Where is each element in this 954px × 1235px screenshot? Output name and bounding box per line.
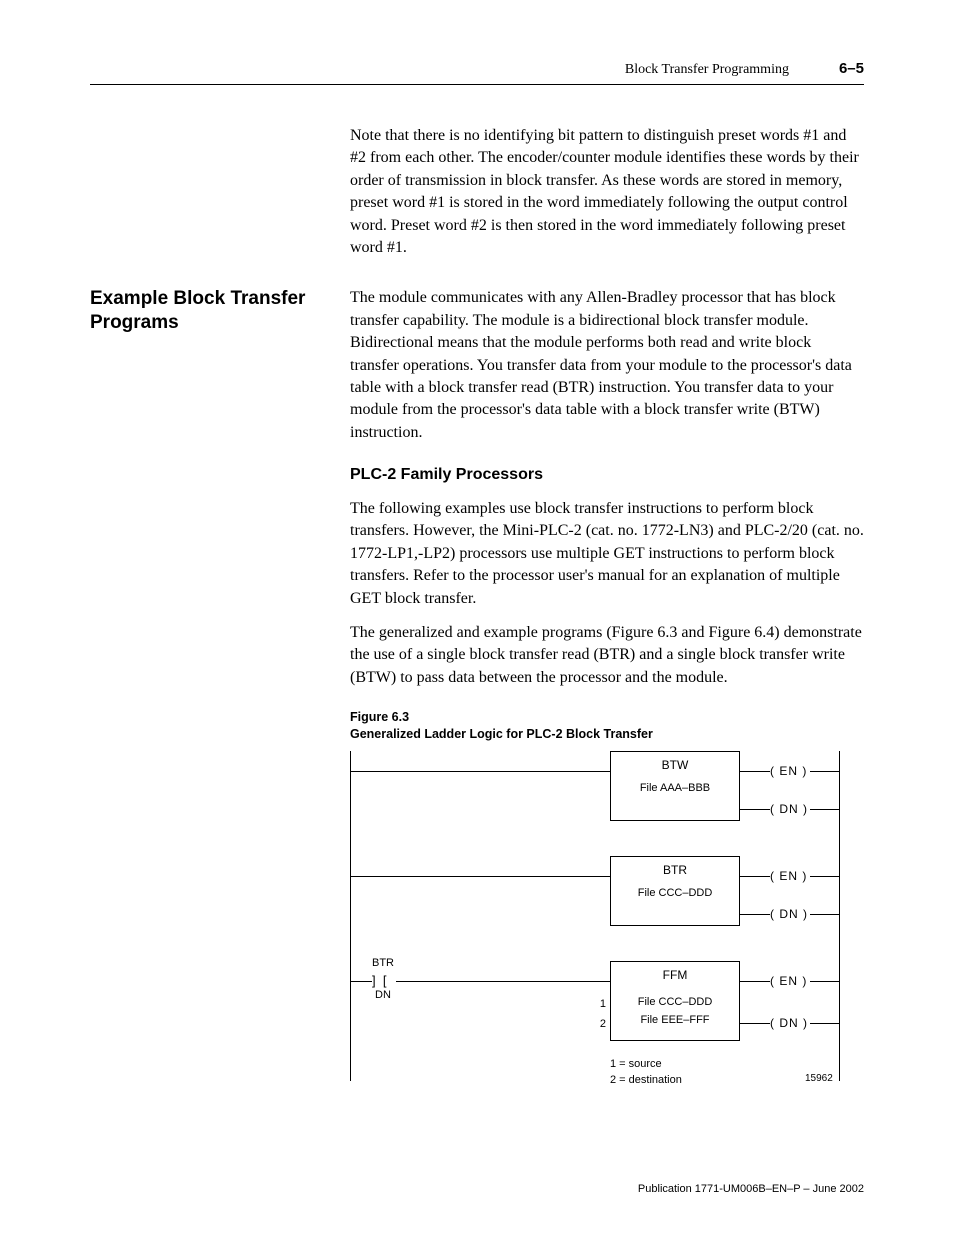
rung1-box: BTW File AAA–BBB — [610, 751, 740, 821]
figure-caption: Figure 6.3 Generalized Ladder Logic for … — [350, 709, 864, 743]
rung3-contact-bottom: DN — [375, 989, 391, 1001]
rung1-en-coil: ( EN ) — [770, 764, 807, 778]
rung2-dn-wire-a — [740, 914, 770, 915]
left-rail — [350, 751, 351, 1081]
page-header: Block Transfer Programming 6–5 — [90, 60, 864, 85]
rung3-dn-coil: ( DN ) — [770, 1016, 808, 1030]
rung2-box: BTR File CCC–DDD — [610, 856, 740, 926]
chapter-title: Block Transfer Programming — [625, 62, 789, 78]
rung1-dn-wire-a — [740, 809, 770, 810]
rung1-dn-coil: ( DN ) — [770, 802, 808, 816]
rung3-box: FFM File CCC–DDD File EEE–FFF — [610, 961, 740, 1041]
ladder-diagram: BTW File AAA–BBB ( EN ) ( DN ) BTR File … — [350, 751, 840, 1101]
legend-line2: 2 = destination — [610, 1072, 682, 1089]
right-rail — [839, 751, 840, 1081]
figure-id-number: 15962 — [805, 1073, 833, 1084]
rung3-contact: ] [ — [372, 973, 386, 988]
rung3-num1: 1 — [594, 998, 606, 1010]
section-row: Example Block Transfer Programs The modu… — [90, 287, 864, 1101]
rung3-box-title: FFM — [611, 968, 739, 982]
rung3-en-coil: ( EN ) — [770, 974, 807, 988]
section-para1: The module communicates with any Allen-B… — [350, 287, 864, 444]
rung3-contact-top: BTR — [372, 957, 394, 969]
figure-title: Generalized Ladder Logic for PLC-2 Block… — [350, 727, 653, 741]
rung2-en-wire-b — [810, 876, 840, 877]
section-heading: Example Block Transfer Programs — [90, 287, 330, 335]
rung2-wire-left — [350, 876, 610, 877]
rung3-box-file2: File EEE–FFF — [611, 1014, 739, 1026]
rung2-en-coil: ( EN ) — [770, 869, 807, 883]
rung2-box-file: File CCC–DDD — [611, 887, 739, 899]
rung3-wire-b — [396, 981, 610, 982]
intro-paragraph: Note that there is no identifying bit pa… — [350, 125, 864, 259]
rung1-dn-wire-b — [810, 809, 840, 810]
rung3-en-wire-a — [740, 981, 770, 982]
rung2-dn-wire-b — [810, 914, 840, 915]
subsection-heading: PLC-2 Family Processors — [350, 466, 864, 484]
rung3-en-wire-b — [810, 981, 840, 982]
rung3-dn-wire-a — [740, 1023, 770, 1024]
rung1-en-wire-a — [740, 771, 770, 772]
rung3-wire-a — [350, 981, 372, 982]
rung1-box-file: File AAA–BBB — [611, 782, 739, 794]
intro-row: Note that there is no identifying bit pa… — [90, 125, 864, 259]
figure-number: Figure 6.3 — [350, 710, 409, 724]
rung3-num2: 2 — [594, 1018, 606, 1030]
legend-line1: 1 = source — [610, 1056, 682, 1073]
rung2-dn-coil: ( DN ) — [770, 907, 808, 921]
rung3-dn-wire-b — [810, 1023, 840, 1024]
section-para2: The following examples use block transfe… — [350, 498, 864, 610]
rung1-en-wire-b — [810, 771, 840, 772]
page-number: 6–5 — [839, 60, 864, 77]
section-para3: The generalized and example programs (Fi… — [350, 622, 864, 689]
rung3-box-file1: File CCC–DDD — [611, 996, 739, 1008]
figure-legend: 1 = source 2 = destination — [610, 1056, 682, 1089]
rung1-wire-left — [350, 771, 610, 772]
publication-footer: Publication 1771-UM006B–EN–P – June 2002 — [638, 1183, 864, 1195]
rung2-en-wire-a — [740, 876, 770, 877]
rung2-box-title: BTR — [611, 863, 739, 877]
rung1-box-title: BTW — [611, 758, 739, 772]
